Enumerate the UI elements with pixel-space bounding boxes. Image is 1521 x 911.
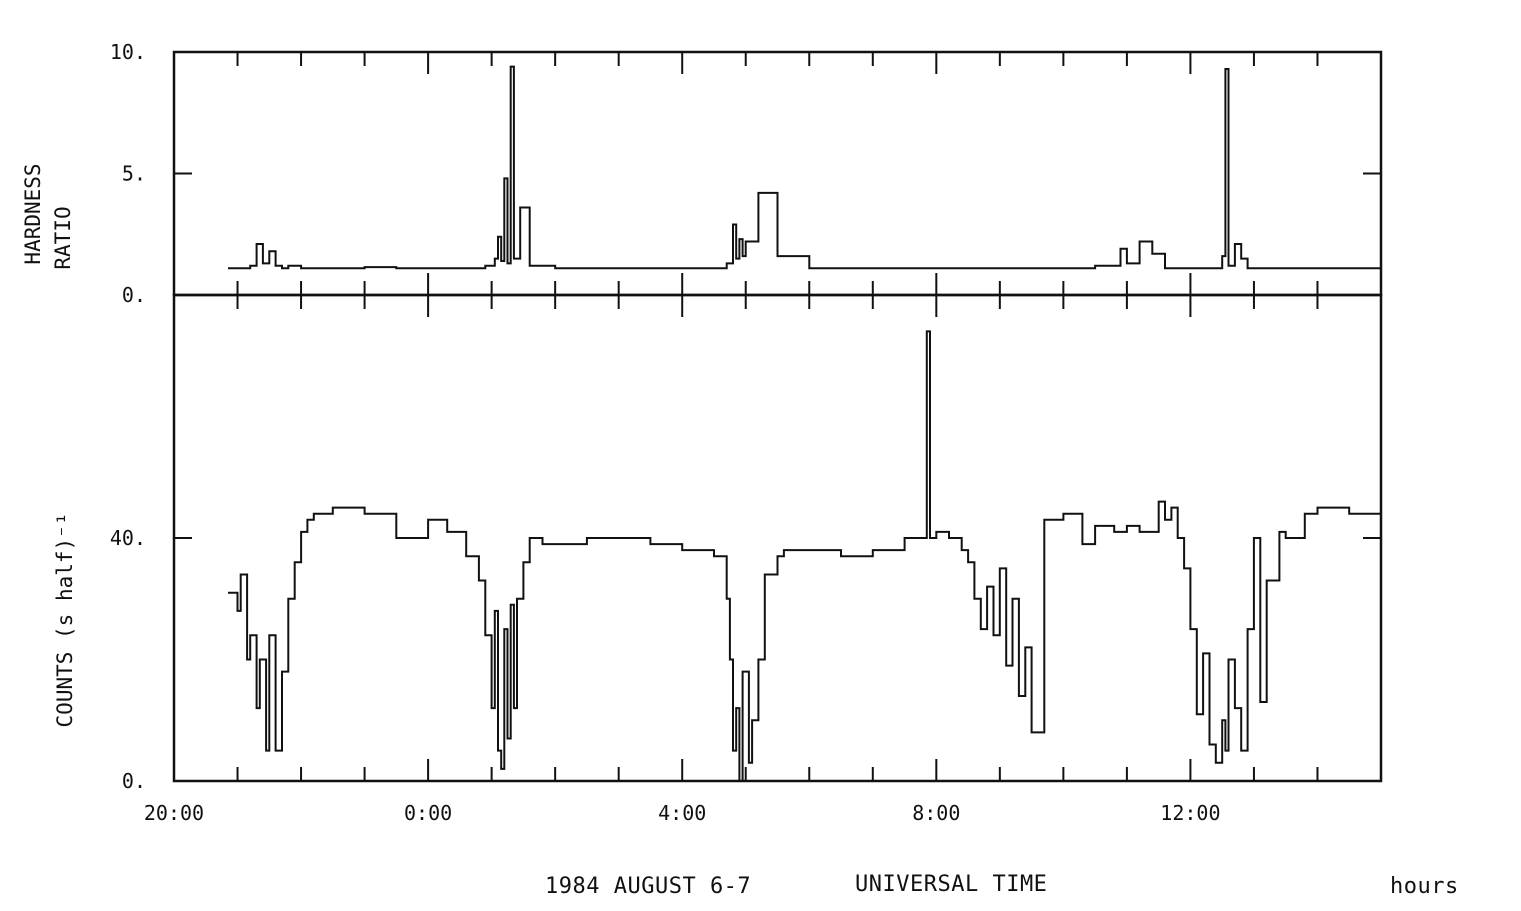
bottom-plot-frame (172, 293, 1383, 783)
top-y-axis-title-line-2: RATIO (51, 206, 75, 269)
top-x-ticks (236, 52, 1319, 295)
top-y-axis-title-line-1: HARDNESS (21, 163, 45, 264)
hardness-ratio-series-line (228, 65, 1382, 270)
counts-panel: 0. 40. 20:00 0:00 4:00 8:00 12:00 COUNTS (s h… (53, 293, 1383, 825)
top-y-tick-label: 5. (122, 162, 146, 186)
bottom-y-ticks: 0. 40. (110, 526, 1381, 793)
hardness-ratio-panel: 0. 5. 10. HARDNESS RATIO (21, 40, 1383, 307)
bottom-y-axis-title: COUNTS (s half)⁻¹ (53, 513, 77, 728)
top-y-tick-label: 10. (110, 40, 146, 64)
top-y-tick-label: 0. (122, 283, 146, 307)
x-axis-unit: hours (1390, 874, 1459, 899)
x-tick-label: 20:00 (144, 801, 204, 825)
x-tick-label: 12:00 (1160, 801, 1220, 825)
x-tick-label: 8:00 (912, 801, 960, 825)
date-caption: 1984 AUGUST 6-7 (545, 874, 751, 899)
top-plot-frame (172, 50, 1383, 297)
bottom-y-tick-label: 40. (110, 526, 146, 550)
x-axis-title: UNIVERSAL TIME (855, 872, 1047, 897)
x-tick-label: 0:00 (404, 801, 452, 825)
counts-series-line (228, 330, 1381, 782)
bottom-y-tick-label: 0. (122, 769, 146, 793)
top-y-ticks: 0. 5. 10. (110, 40, 1381, 307)
x-tick-label: 4:00 (658, 801, 706, 825)
bottom-x-ticks: 20:00 0:00 4:00 8:00 12:00 (144, 295, 1319, 825)
